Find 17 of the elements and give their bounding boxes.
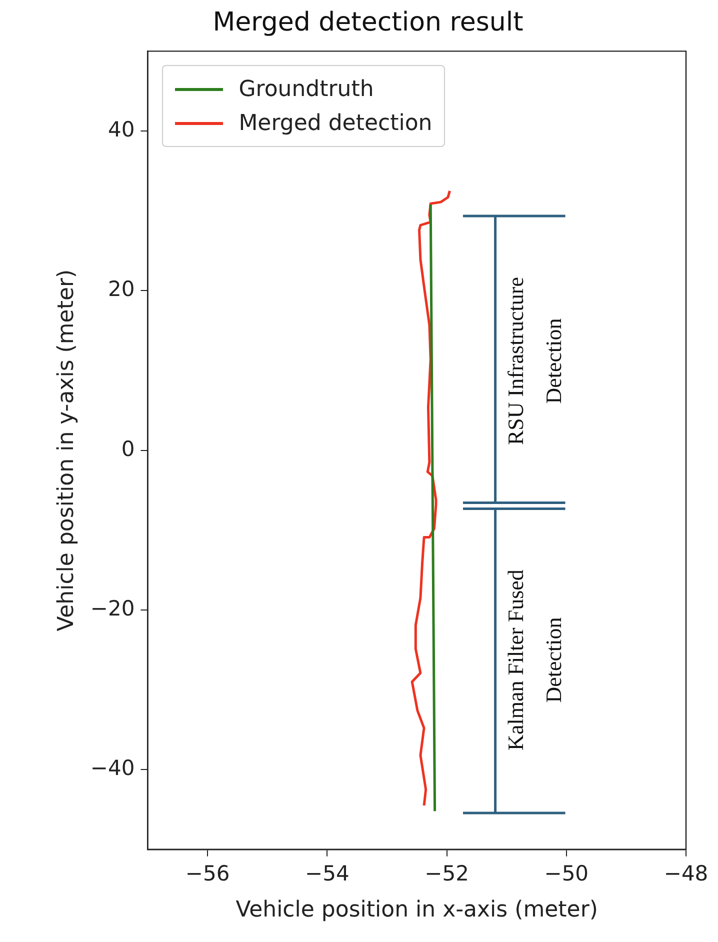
y-tick-label: 20: [108, 277, 135, 302]
legend-label: Merged detection: [238, 110, 432, 136]
y-tick-label: −20: [90, 596, 135, 620]
x-tick-label: −50: [544, 861, 589, 886]
y-axis-title: Vehicle position in y-axis (meter): [54, 269, 79, 632]
x-tick-label: −54: [304, 861, 350, 886]
x-tick-label: −56: [185, 861, 230, 886]
legend-label: Groundtruth: [238, 76, 374, 102]
y-tick-label: 0: [121, 436, 135, 461]
x-axis-title: Vehicle position in x-axis (meter): [236, 898, 598, 923]
y-tick-label: 40: [108, 117, 135, 142]
chart-title: Merged detection result: [212, 7, 524, 38]
annotation: RSU Infrastructure Detection: [502, 277, 568, 446]
y-tick-label: −40: [90, 756, 135, 780]
x-tick-label: −52: [424, 861, 469, 886]
annotation: Kalman Filter Fused Detection: [502, 569, 568, 750]
x-tick-label: −48: [664, 861, 708, 886]
